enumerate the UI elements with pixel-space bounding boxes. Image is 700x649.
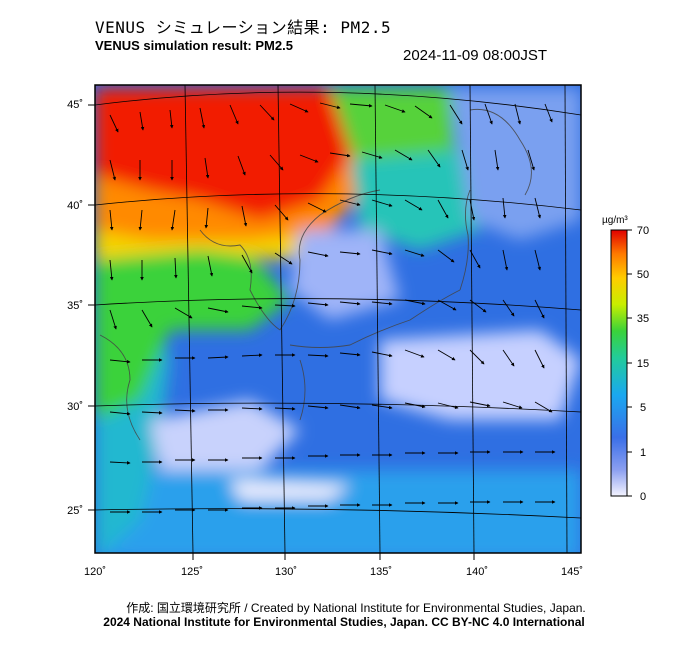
colorbar: µg/m³ 70 50 35 15 5 1 0	[602, 215, 649, 503]
colorbar-scale	[610, 229, 628, 497]
lon-tick-label: 125˚	[181, 566, 203, 578]
colorbar-tick-label: 15	[637, 358, 649, 370]
pm25-field	[95, 85, 581, 553]
colorbar-tick-label: 0	[640, 491, 646, 503]
colorbar-tick-label: 35	[637, 313, 649, 325]
lon-tick-label: 145˚	[561, 566, 583, 578]
longitude-axis: 120˚ 125˚ 130˚ 135˚ 140˚ 145˚	[84, 566, 583, 578]
lat-tick-label: 45˚	[67, 99, 83, 111]
lat-tick-label: 30˚	[67, 401, 83, 413]
forecast-timestamp: 2024-11-09 08:00JST	[403, 47, 547, 64]
title-english: VENUS simulation result: PM2.5	[95, 38, 293, 53]
lon-tick-label: 130˚	[275, 566, 297, 578]
lat-tick-label: 40˚	[67, 200, 83, 212]
credit-created-by: 作成: 国立環境研究所 / Created by National Instit…	[126, 601, 586, 615]
lon-tick-label: 135˚	[370, 566, 392, 578]
lat-tick-label: 25˚	[67, 505, 83, 517]
license-notice: 2024 National Institute for Environmenta…	[103, 615, 585, 629]
title-japanese: VENUS シミュレーション結果: PM2.5	[95, 18, 392, 37]
colorbar-tick-label: 1	[640, 447, 646, 459]
colorbar-tick-label: 5	[640, 402, 646, 414]
latitude-axis: 45˚ 40˚ 35˚ 30˚ 25˚	[67, 99, 83, 517]
map-frame	[94, 84, 582, 554]
lat-tick-label: 35˚	[67, 300, 83, 312]
colorbar-tick-label: 70	[637, 225, 649, 237]
lon-tick-label: 140˚	[466, 566, 488, 578]
colorbar-unit: µg/m³	[602, 215, 628, 226]
colorbar-tick-label: 50	[637, 269, 649, 281]
lon-tick-label: 120˚	[84, 566, 106, 578]
